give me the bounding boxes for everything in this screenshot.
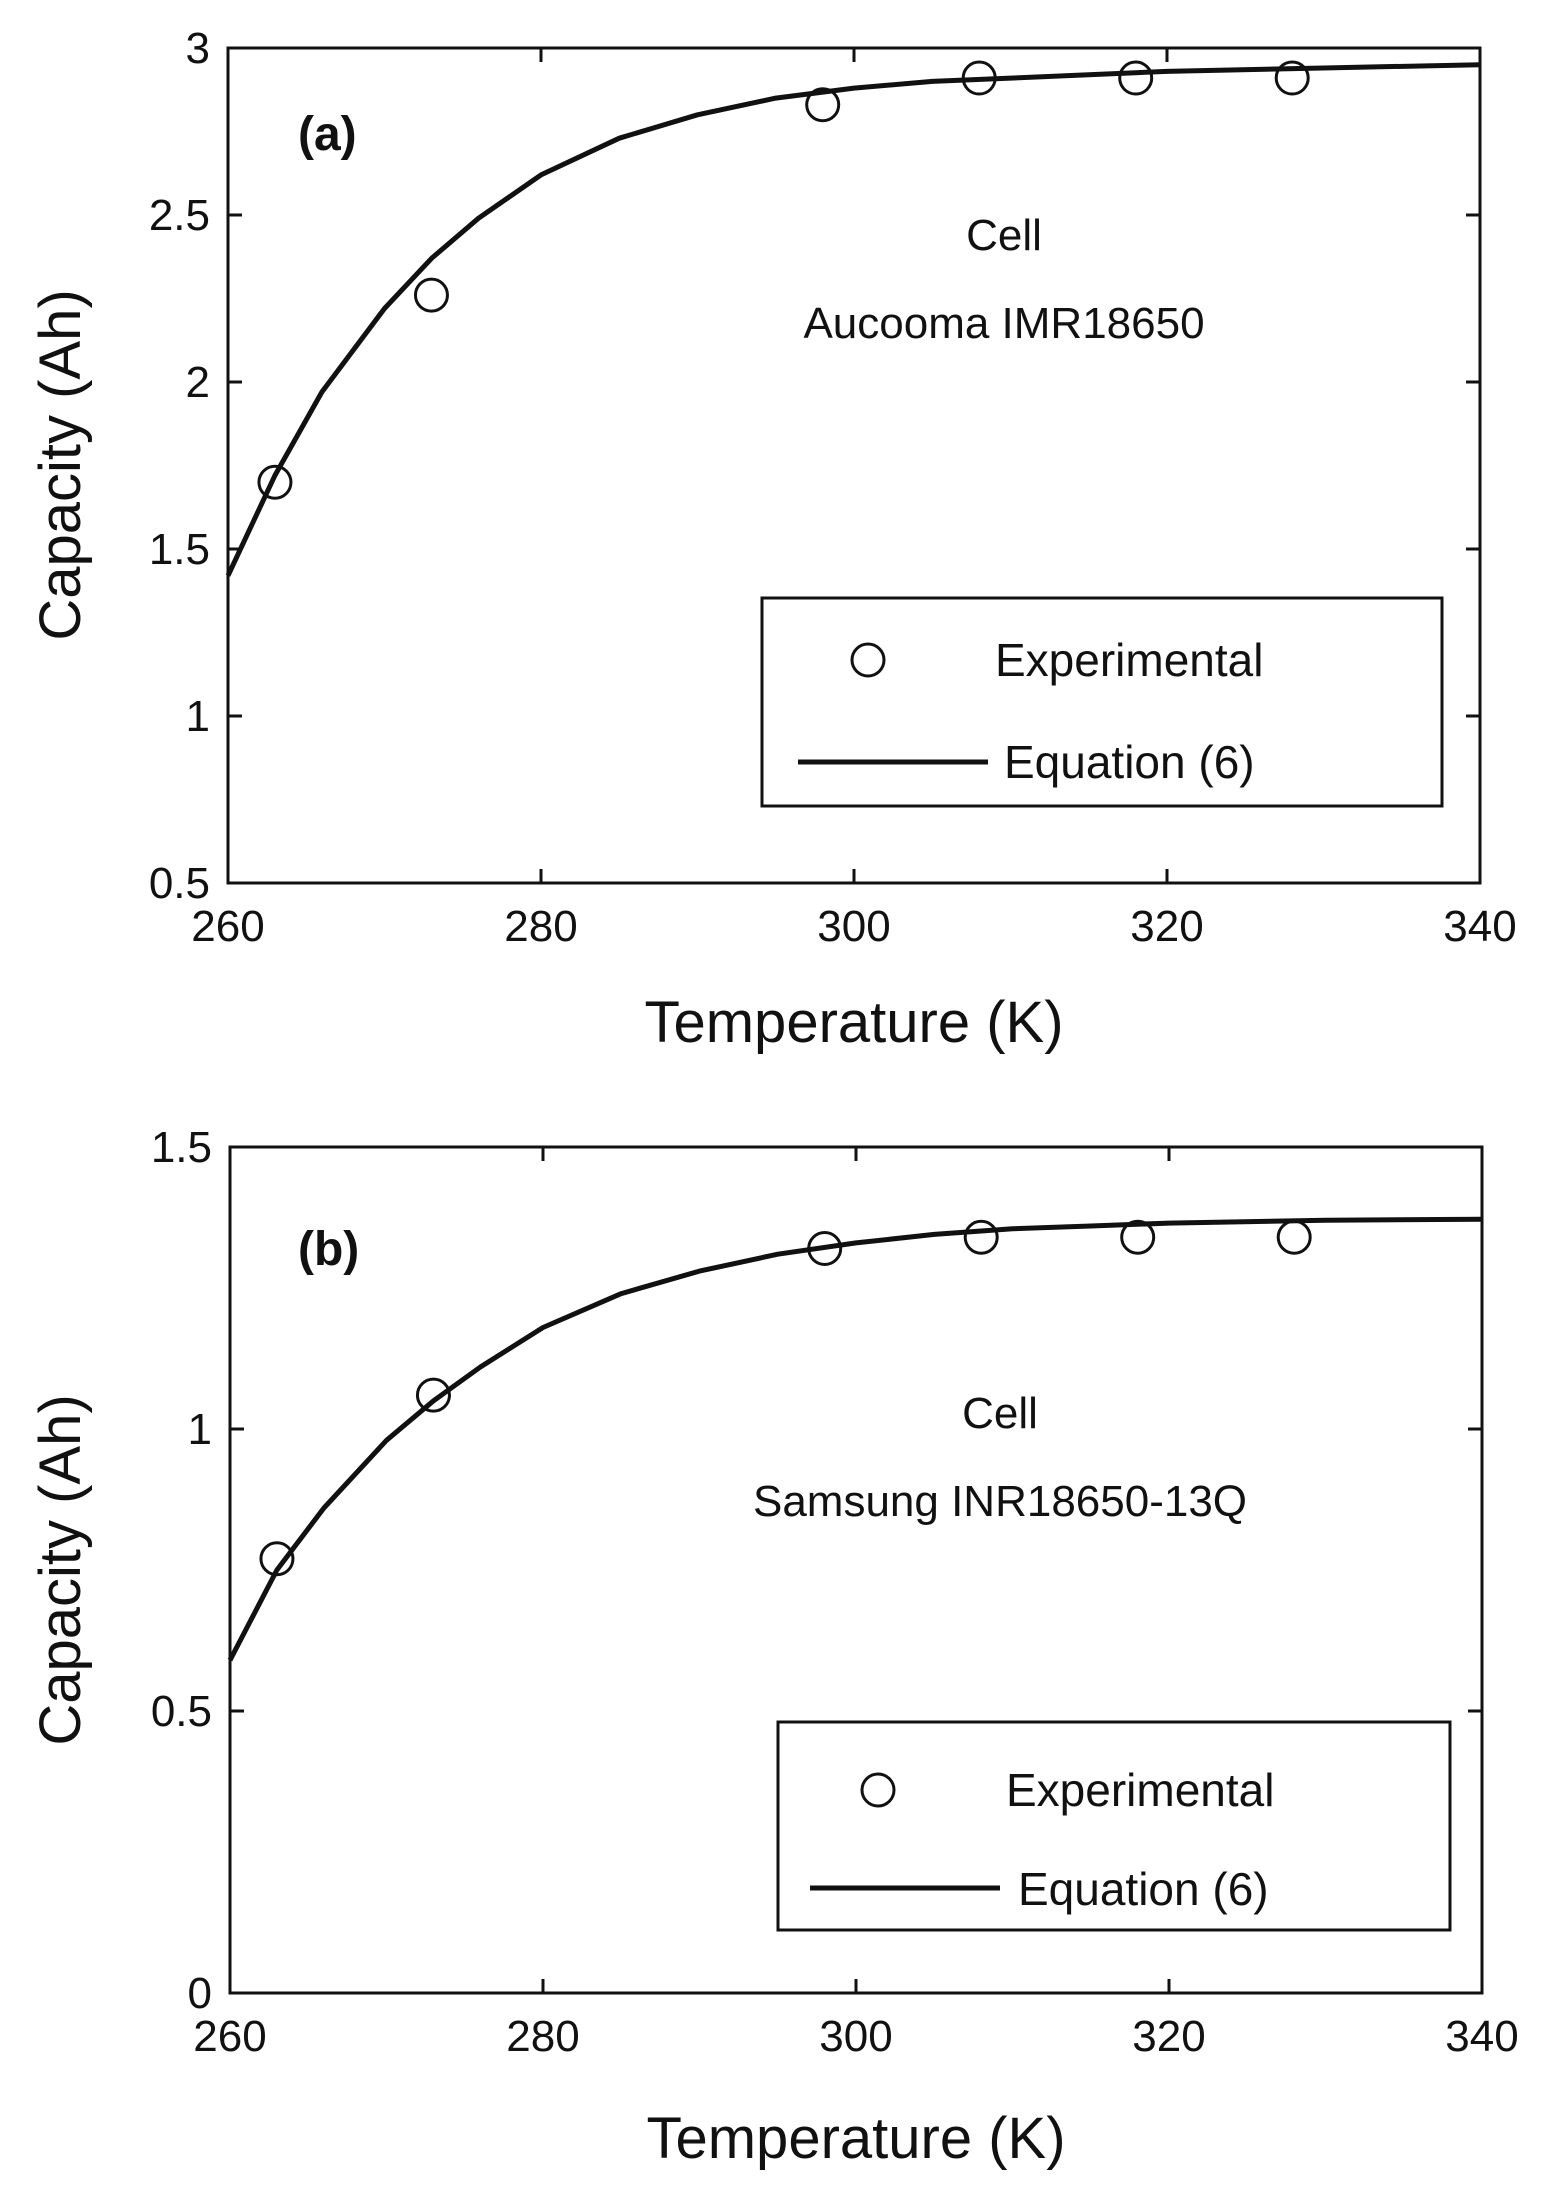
y-tick-label: 2.5 bbox=[149, 191, 210, 240]
x-axis-label: Temperature (K) bbox=[644, 990, 1063, 1055]
legend-label-equation: Equation (6) bbox=[1018, 1863, 1269, 1915]
experimental-point bbox=[257, 464, 293, 500]
x-tick-label: 340 bbox=[1443, 902, 1516, 951]
experimental-point bbox=[1120, 1219, 1156, 1255]
experimental-point bbox=[413, 277, 449, 313]
x-axis-label: Temperature (K) bbox=[646, 2106, 1065, 2171]
experimental-point bbox=[259, 1541, 295, 1577]
legend: Experimental Equation (6) bbox=[776, 1720, 1452, 1932]
tick-labels: 260 280 300 320 340 0 0.5 1 1.5 bbox=[151, 1123, 1519, 2061]
y-tick-label: 1 bbox=[188, 1405, 212, 1454]
x-tick-label: 280 bbox=[504, 902, 577, 951]
x-tick-label: 300 bbox=[817, 902, 890, 951]
experimental-point bbox=[807, 1231, 843, 1267]
experimental-point bbox=[415, 1377, 451, 1413]
legend-label-experimental: Experimental bbox=[995, 634, 1263, 686]
panel-b: 260 280 300 320 340 0 0.5 1 1.5 (b) Cell Samsung… bbox=[28, 1123, 1519, 2171]
y-tick-label: 1.5 bbox=[149, 525, 210, 574]
x-tick-label: 300 bbox=[819, 2012, 892, 2061]
tick-labels: 260 280 300 320 340 0.5 1 1.5 2 2.5 3 bbox=[149, 24, 1517, 951]
equation-6-curve bbox=[227, 1216, 1483, 1662]
y-axis-label: Capacity (Ah) bbox=[28, 289, 93, 640]
y-tick-label: 3 bbox=[186, 24, 210, 73]
equation-6-curve bbox=[225, 62, 1481, 577]
experimental-point bbox=[1276, 1219, 1312, 1255]
x-tick-label: 260 bbox=[191, 902, 264, 951]
cell-annotation-line1: Cell bbox=[966, 211, 1042, 260]
marker-layer bbox=[259, 1219, 1312, 1577]
y-tick-label: 2 bbox=[186, 358, 210, 407]
curve-layer bbox=[227, 1216, 1483, 1662]
y-tick-label: 0.5 bbox=[151, 1687, 212, 1736]
x-tick-label: 260 bbox=[193, 2012, 266, 2061]
experimental-point bbox=[805, 87, 841, 123]
y-tick-label: 0.5 bbox=[149, 859, 210, 908]
cell-annotation-line1: Cell bbox=[962, 1389, 1038, 1438]
tick-marks bbox=[226, 46, 1482, 885]
panel-a: 260 280 300 320 340 0.5 1 1.5 2 2.5 3 (a) Cell Auc… bbox=[28, 24, 1517, 1055]
legend: Experimental Equation (6) bbox=[760, 596, 1444, 808]
y-tick-label: 0 bbox=[188, 1969, 212, 2018]
experimental-point bbox=[1118, 60, 1154, 96]
y-tick-label: 1.5 bbox=[151, 1123, 212, 1172]
legend-marker-experimental bbox=[860, 1772, 896, 1808]
cell-annotation-line2: Aucooma IMR18650 bbox=[803, 299, 1204, 348]
y-tick-label: 1 bbox=[186, 692, 210, 741]
experimental-point bbox=[1274, 60, 1310, 96]
legend-marker-experimental bbox=[850, 642, 886, 678]
x-tick-label: 320 bbox=[1132, 2012, 1205, 2061]
y-axis-label: Capacity (Ah) bbox=[28, 1394, 93, 1745]
curve-layer bbox=[225, 62, 1481, 577]
tick-marks bbox=[228, 1145, 1484, 1995]
panel-label: (a) bbox=[298, 108, 357, 161]
x-tick-label: 280 bbox=[506, 2012, 579, 2061]
x-tick-label: 340 bbox=[1445, 2012, 1518, 2061]
cell-annotation-line2: Samsung INR18650-13Q bbox=[753, 1477, 1247, 1526]
legend-label-experimental: Experimental bbox=[1006, 1764, 1274, 1816]
x-tick-label: 320 bbox=[1130, 902, 1203, 951]
legend-box bbox=[776, 1720, 1452, 1932]
panel-label: (b) bbox=[298, 1223, 359, 1276]
experimental-point bbox=[963, 1219, 999, 1255]
legend-label-equation: Equation (6) bbox=[1004, 736, 1255, 788]
marker-layer bbox=[257, 60, 1310, 500]
legend-box bbox=[760, 596, 1444, 808]
experimental-point bbox=[961, 60, 997, 96]
